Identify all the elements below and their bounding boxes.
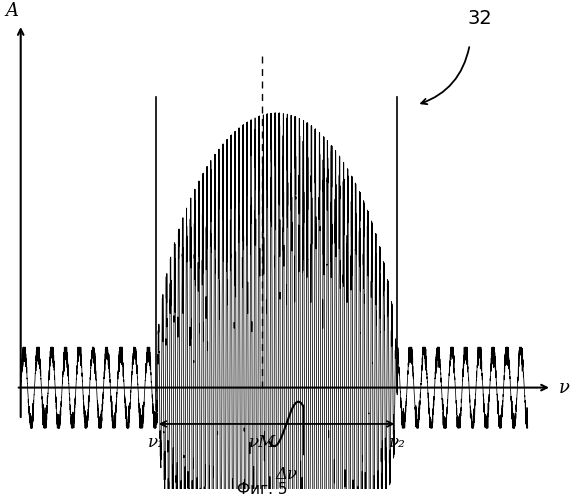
- Text: ν₁: ν₁: [148, 434, 164, 451]
- Text: Фиг. 5: Фиг. 5: [237, 482, 287, 498]
- Text: A: A: [6, 2, 18, 20]
- Text: ν: ν: [559, 378, 570, 396]
- Text: νΜ: νΜ: [249, 434, 276, 451]
- Text: ν₂: ν₂: [389, 434, 406, 451]
- Text: 32: 32: [467, 9, 492, 28]
- Text: Δν: Δν: [275, 466, 297, 483]
